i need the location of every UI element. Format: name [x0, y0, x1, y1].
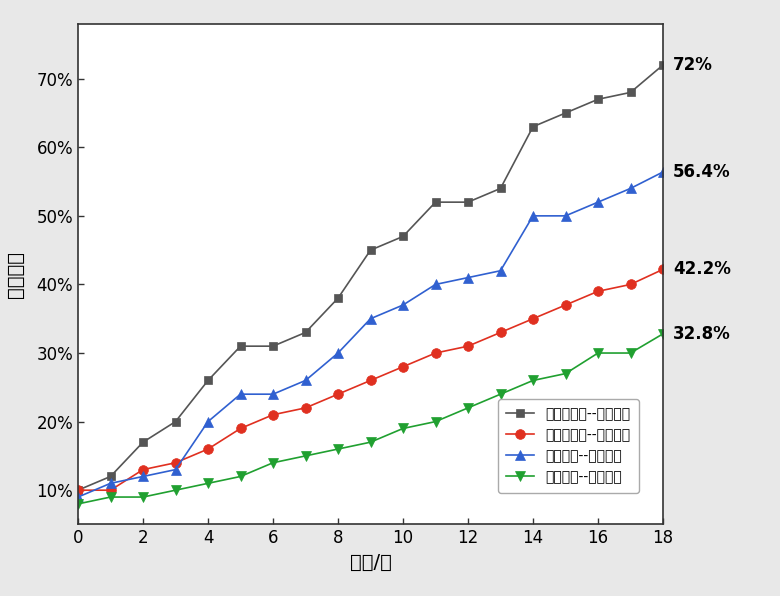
携带治疗位--实时增伤: [236, 343, 245, 350]
携带治疗位--实时增伤: [268, 343, 278, 350]
携带治疗位--加权增伤: [561, 302, 570, 309]
携带治疗位--实时增伤: [594, 96, 603, 103]
无治疗位--实时增伤: [658, 169, 668, 176]
Y-axis label: 增伤收益: 增伤收益: [6, 251, 25, 297]
携带治疗位--实时增伤: [106, 473, 115, 480]
Text: 32.8%: 32.8%: [672, 325, 731, 343]
Line: 无治疗位--加权增伤: 无治疗位--加权增伤: [73, 329, 668, 509]
无治疗位--实时增伤: [594, 198, 603, 206]
无治疗位--加权增伤: [236, 473, 245, 480]
无治疗位--加权增伤: [301, 452, 310, 460]
携带治疗位--实时增伤: [301, 329, 310, 336]
携带治疗位--加权增伤: [366, 377, 375, 384]
携带治疗位--实时增伤: [431, 198, 440, 206]
无治疗位--加权增伤: [73, 500, 83, 507]
Line: 携带治疗位--加权增伤: 携带治疗位--加权增伤: [73, 265, 668, 495]
无治疗位--加权增伤: [138, 493, 147, 501]
无治疗位--实时增伤: [236, 390, 245, 398]
携带治疗位--实时增伤: [463, 198, 473, 206]
无治疗位--加权增伤: [106, 493, 115, 501]
携带治疗位--实时增伤: [366, 247, 375, 254]
无治疗位--加权增伤: [528, 377, 537, 384]
无治疗位--实时增伤: [73, 493, 83, 501]
无治疗位--加权增伤: [333, 445, 342, 452]
携带治疗位--实时增伤: [561, 110, 570, 117]
携带治疗位--加权增伤: [73, 486, 83, 493]
携带治疗位--实时增伤: [73, 486, 83, 493]
携带治疗位--实时增伤: [496, 185, 505, 192]
携带治疗位--加权增伤: [626, 281, 635, 288]
携带治疗位--实时增伤: [658, 61, 668, 69]
无治疗位--实时增伤: [399, 302, 408, 309]
携带治疗位--加权增伤: [528, 315, 537, 322]
携带治疗位--实时增伤: [204, 377, 213, 384]
携带治疗位--实时增伤: [528, 123, 537, 131]
无治疗位--实时增伤: [463, 274, 473, 281]
无治疗位--加权增伤: [626, 349, 635, 356]
携带治疗位--加权增伤: [138, 466, 147, 473]
无治疗位--加权增伤: [268, 459, 278, 466]
无治疗位--实时增伤: [561, 212, 570, 219]
无治疗位--加权增伤: [399, 425, 408, 432]
无治疗位--实时增伤: [333, 349, 342, 356]
无治疗位--加权增伤: [496, 390, 505, 398]
携带治疗位--加权增伤: [658, 266, 668, 273]
携带治疗位--加权增伤: [333, 390, 342, 398]
无治疗位--实时增伤: [528, 212, 537, 219]
携带治疗位--加权增伤: [106, 486, 115, 493]
携带治疗位--加权增伤: [301, 404, 310, 411]
携带治疗位--加权增伤: [594, 288, 603, 295]
无治疗位--实时增伤: [106, 480, 115, 487]
携带治疗位--加权增伤: [399, 363, 408, 370]
Text: 42.2%: 42.2%: [672, 260, 731, 278]
无治疗位--实时增伤: [366, 315, 375, 322]
无治疗位--加权增伤: [594, 349, 603, 356]
无治疗位--加权增伤: [658, 330, 668, 337]
Text: 56.4%: 56.4%: [672, 163, 730, 181]
无治疗位--加权增伤: [171, 486, 180, 493]
Line: 携带治疗位--实时增伤: 携带治疗位--实时增伤: [74, 61, 667, 494]
携带治疗位--实时增伤: [171, 418, 180, 425]
无治疗位--加权增伤: [431, 418, 440, 425]
无治疗位--实时增伤: [431, 281, 440, 288]
无治疗位--加权增伤: [561, 370, 570, 377]
携带治疗位--实时增伤: [399, 233, 408, 240]
Line: 无治疗位--实时增伤: 无治疗位--实时增伤: [73, 167, 668, 502]
携带治疗位--实时增伤: [333, 294, 342, 302]
X-axis label: 时间/秒: 时间/秒: [349, 553, 392, 572]
携带治疗位--加权增伤: [463, 343, 473, 350]
携带治疗位--加权增伤: [268, 411, 278, 418]
无治疗位--实时增伤: [268, 390, 278, 398]
无治疗位--实时增伤: [496, 267, 505, 274]
无治疗位--实时增伤: [138, 473, 147, 480]
携带治疗位--实时增伤: [626, 89, 635, 96]
Legend: 携带治疗位--实时增伤, 携带治疗位--加权增伤, 无治疗位--实时增伤, 无治疗位--加权增伤: 携带治疗位--实时增伤, 携带治疗位--加权增伤, 无治疗位--实时增伤, 无治…: [498, 399, 639, 492]
携带治疗位--加权增伤: [496, 329, 505, 336]
无治疗位--实时增伤: [204, 418, 213, 425]
携带治疗位--加权增伤: [431, 349, 440, 356]
无治疗位--实时增伤: [626, 185, 635, 192]
携带治疗位--加权增伤: [204, 445, 213, 452]
携带治疗位--实时增伤: [138, 439, 147, 446]
携带治疗位--加权增伤: [236, 425, 245, 432]
无治疗位--加权增伤: [204, 480, 213, 487]
携带治疗位--加权增伤: [171, 459, 180, 466]
无治疗位--实时增伤: [171, 466, 180, 473]
无治疗位--实时增伤: [301, 377, 310, 384]
无治疗位--加权增伤: [463, 404, 473, 411]
无治疗位--加权增伤: [366, 439, 375, 446]
Text: 72%: 72%: [672, 56, 713, 74]
